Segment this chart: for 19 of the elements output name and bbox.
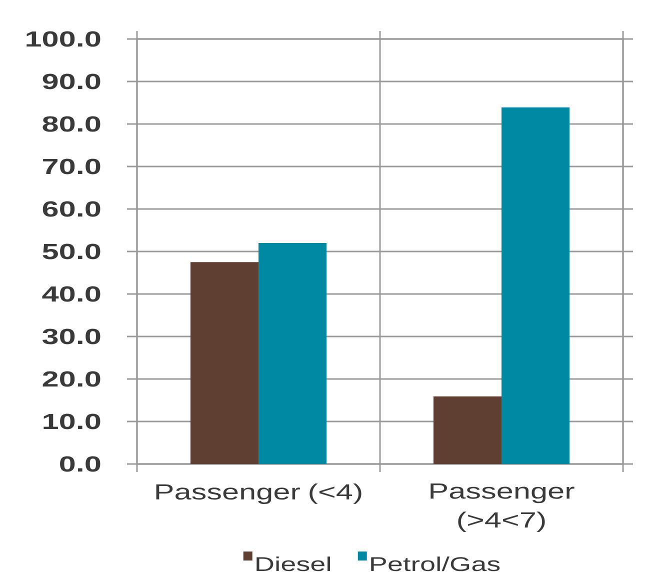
y-tick-label: 30.0 xyxy=(42,328,100,344)
y-tick-label: 10.0 xyxy=(44,414,100,430)
bar xyxy=(502,107,570,464)
y-tick-label: 70.0 xyxy=(43,158,100,174)
bar xyxy=(433,396,502,464)
legend-label: Petrol/Gas xyxy=(371,556,500,572)
y-tick-label: 20.0 xyxy=(42,371,100,387)
y-tick-label: 80.0 xyxy=(42,116,100,132)
legend-label: Diesel xyxy=(256,556,330,572)
x-tick-label: Passenger (<4) xyxy=(156,484,362,504)
y-tick-label: 40.0 xyxy=(42,286,100,302)
bar xyxy=(258,242,327,464)
y-tick-label: 50.0 xyxy=(42,244,100,260)
y-tick-label: 90.0 xyxy=(42,74,100,90)
y-tick-label: 100.0 xyxy=(26,31,100,47)
x-tick-label: Passenger (>4<7) xyxy=(430,484,574,532)
y-tick-label: 60.0 xyxy=(42,201,100,217)
y-tick-label: 0.0 xyxy=(60,456,100,472)
bar xyxy=(190,262,259,464)
